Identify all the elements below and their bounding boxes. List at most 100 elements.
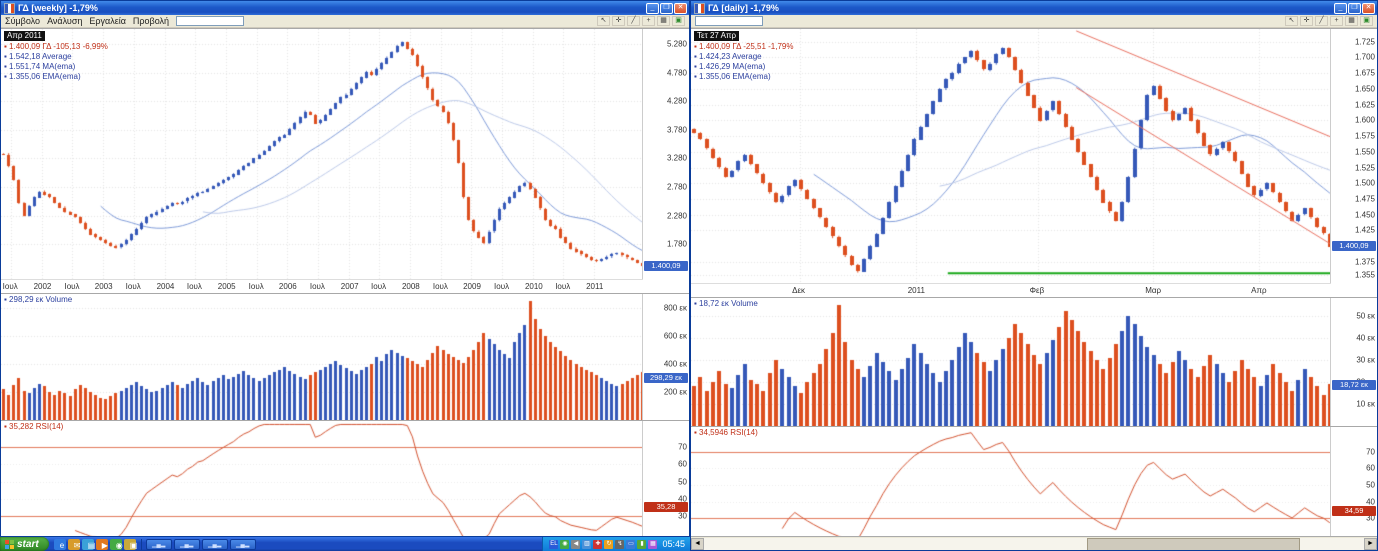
- calendar-icon[interactable]: ▦: [648, 539, 658, 549]
- snapshot-icon[interactable]: ▣: [1360, 16, 1373, 26]
- price-chart-canvas[interactable]: [691, 29, 1333, 284]
- scrollbar-track[interactable]: [704, 537, 1364, 550]
- taskbar-button-chart-window-1[interactable]: ▁▄▂: [145, 538, 172, 550]
- price-tick: 4.280: [666, 96, 687, 106]
- scroll-right-button[interactable]: ►: [1364, 537, 1377, 550]
- menu-item-Προβολή[interactable]: Προβολή: [132, 16, 170, 26]
- chart-window-daily[interactable]: ΓΔ [daily] -1,79% _ ❐ ✕ ↖ ✛ ╱ + ▦ ▣ Τετ 27 Απρ ▪…: [690, 0, 1378, 551]
- price-tick: 2.780: [666, 182, 687, 192]
- time-axis-label: Ιουλ: [432, 282, 448, 291]
- volume-chart-canvas[interactable]: [1, 294, 645, 420]
- close-button[interactable]: ✕: [1362, 2, 1375, 14]
- update-icon[interactable]: ↻: [604, 539, 614, 549]
- price-axis: 5.280 4.780 4.280 3.780 3.280 2.780 2.280 1.780…: [642, 29, 689, 293]
- price-tick: 1.425: [1354, 225, 1375, 235]
- legend-row: ▪ 1.355,06 EMA(ema): [694, 72, 771, 81]
- rsi-tick: 70: [678, 442, 687, 452]
- time-axis-label: 2007: [340, 282, 359, 291]
- window-controls: _ ❐ ✕: [646, 2, 687, 14]
- trendline-icon[interactable]: ╱: [627, 16, 640, 26]
- internet-explorer-icon[interactable]: e: [53, 538, 66, 550]
- chart-legend: Τετ 27 Απρ ▪ 1.400,09 ΓΔ -25,51 -1,79% ▪ 1…: [694, 31, 793, 82]
- horizontal-scrollbar[interactable]: ◄ ►: [691, 536, 1377, 550]
- rsi-tick: 70: [1366, 447, 1375, 457]
- titlebar-weekly[interactable]: ΓΔ [weekly] -1,79% _ ❐ ✕: [1, 1, 689, 15]
- battery-icon[interactable]: ▮: [637, 539, 647, 549]
- symbol-input[interactable]: [695, 16, 763, 26]
- zoom-in-icon[interactable]: +: [1330, 16, 1343, 26]
- start-button[interactable]: start: [0, 537, 49, 551]
- rsi-value-tag: 34,59: [1332, 505, 1376, 516]
- volume-tick: 800 εκ: [663, 303, 687, 313]
- volume-icon[interactable]: ◀: [571, 539, 581, 549]
- time-axis-label: Ιουλ: [186, 282, 202, 291]
- time-axis-label: 2002: [33, 282, 52, 291]
- quick-launch-bar: e ✉ ▤ ▶ ◉ ▣: [49, 538, 142, 550]
- scrollbar-thumb[interactable]: [1086, 537, 1300, 550]
- snapshot-icon[interactable]: ▣: [672, 16, 685, 26]
- pointer-icon[interactable]: ↖: [1285, 16, 1298, 26]
- display-icon[interactable]: ▭: [626, 539, 636, 549]
- messenger-icon[interactable]: ◉: [109, 538, 123, 550]
- price-chart-canvas[interactable]: [1, 29, 645, 280]
- menu-item-Εργαλεία[interactable]: Εργαλεία: [89, 16, 126, 26]
- minimize-button[interactable]: _: [646, 2, 659, 14]
- price-axis: 1.725 1.700 1.675 1.650 1.625 1.600 1.575 1.550…: [1330, 29, 1377, 297]
- symbol-input[interactable]: [176, 16, 245, 26]
- rsi-pane[interactable]: ▪ 35,282 RSI(14) 70 60 50 40 30 35,28: [1, 420, 689, 536]
- taskbar-button-chart-window-2[interactable]: ▁▄▂: [173, 538, 200, 550]
- taskbar-button-chart-window-4[interactable]: ▁▄▂: [229, 538, 256, 550]
- messenger-tray-icon[interactable]: ◉: [560, 539, 570, 549]
- media-player-icon[interactable]: ▶: [95, 538, 108, 550]
- close-button[interactable]: ✕: [674, 2, 687, 14]
- maximize-button[interactable]: ❐: [1348, 2, 1361, 14]
- pointer-icon[interactable]: ↖: [597, 16, 610, 26]
- legend-row: ▪ 1.424,23 Average: [694, 52, 762, 61]
- outlook-icon[interactable]: ✉: [67, 538, 80, 550]
- time-axis-label: 2011: [586, 282, 604, 291]
- trendline-icon[interactable]: ╱: [1315, 16, 1328, 26]
- scroll-left-button[interactable]: ◄: [691, 537, 704, 550]
- volume-pane[interactable]: ▪ 298,29 εκ Volume 800 εκ 600 εκ 400 εκ 200…: [1, 293, 689, 420]
- minimize-button[interactable]: _: [1334, 2, 1347, 14]
- grid-icon[interactable]: ▦: [657, 16, 670, 26]
- grid-icon[interactable]: ▦: [1345, 16, 1358, 26]
- menu-item-Ανάλυση[interactable]: Ανάλυση: [47, 16, 83, 26]
- price-pane[interactable]: Τετ 27 Απρ ▪ 1.400,09 ΓΔ -25,51 -1,79% ▪ 1…: [691, 28, 1377, 297]
- usb-icon[interactable]: ↯: [615, 539, 625, 549]
- rsi-chart-canvas[interactable]: [1, 421, 645, 536]
- rsi-tick: 30: [678, 511, 687, 521]
- volume-chart-canvas[interactable]: [691, 298, 1333, 426]
- time-axis-label: 2009: [463, 282, 481, 291]
- volume-axis: 800 εκ 600 εκ 400 εκ 200 εκ 298,29 εκ: [642, 294, 689, 420]
- chart-window-weekly[interactable]: ΓΔ [weekly] -1,79% _ ❐ ✕ Σύμβολο Ανάλυση Εργ…: [0, 0, 690, 537]
- shield-icon[interactable]: ✚: [593, 539, 603, 549]
- maximize-button[interactable]: ❐: [660, 2, 673, 14]
- legend-date: Απρ 2011: [4, 31, 45, 41]
- crosshair-icon[interactable]: ✛: [612, 16, 625, 26]
- rsi-legend: ▪ 35,282 RSI(14): [4, 422, 64, 431]
- rsi-axis: 70 60 50 40 30 34,59: [1330, 427, 1377, 543]
- price-tick: 1.650: [1354, 84, 1375, 94]
- time-axis-label: 2003: [94, 282, 113, 291]
- taskbar-button-chart-window-3[interactable]: ▁▄▂: [201, 538, 228, 550]
- rsi-chart-canvas[interactable]: [691, 427, 1333, 543]
- language-indicator[interactable]: EL: [549, 539, 559, 549]
- price-pane[interactable]: Απρ 2011 ▪ 1.400,09 ΓΔ -105,13 -6,99% ▪ 1.…: [1, 28, 689, 293]
- rsi-tick: 60: [678, 459, 687, 469]
- show-desktop-icon[interactable]: ▤: [81, 538, 95, 550]
- menu-item-Σύμβολο[interactable]: Σύμβολο: [5, 16, 41, 26]
- network-icon[interactable]: ▥: [582, 539, 592, 549]
- price-tick: 1.475: [1354, 194, 1375, 204]
- price-tick: 1.525: [1354, 163, 1375, 173]
- rsi-pane[interactable]: ▪ 34,5946 RSI(14) 70 60 50 40 30 34,59: [691, 426, 1377, 543]
- zoom-in-icon[interactable]: +: [642, 16, 655, 26]
- titlebar-daily[interactable]: ΓΔ [daily] -1,79% _ ❐ ✕: [691, 1, 1377, 15]
- window-controls: _ ❐ ✕: [1334, 2, 1375, 14]
- folder-icon[interactable]: ▣: [123, 538, 137, 550]
- crosshair-icon[interactable]: ✛: [1300, 16, 1313, 26]
- legend-row: ▪ 1.400,09 ΓΔ -25,51 -1,79%: [694, 42, 794, 51]
- legend-row: ▪ 1.426,29 MA(ema): [694, 62, 766, 71]
- time-axis-label: Ιουλ: [248, 282, 264, 291]
